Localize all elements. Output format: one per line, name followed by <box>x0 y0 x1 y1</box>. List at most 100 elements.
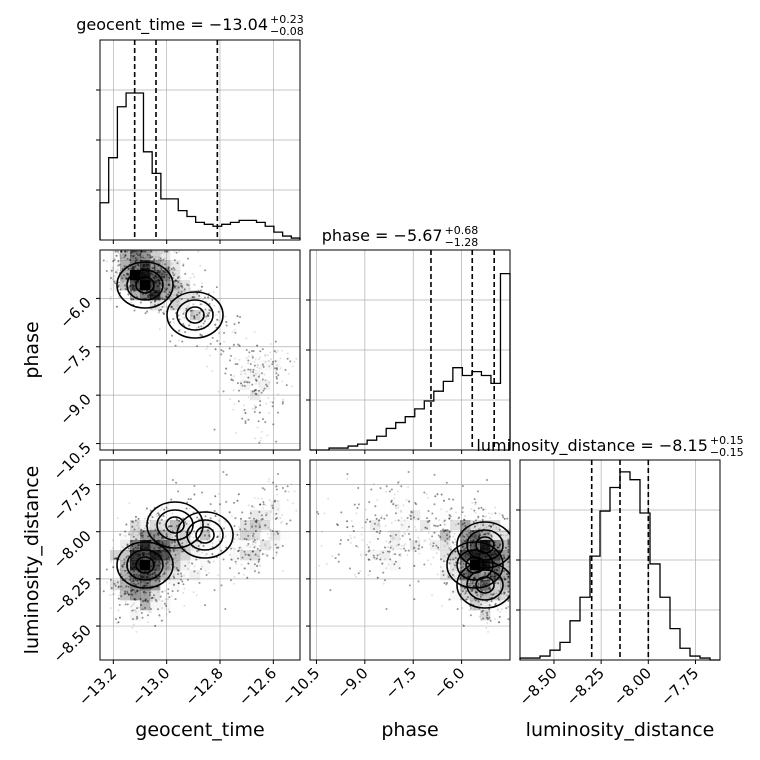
scatter-point <box>253 374 256 377</box>
scatter-point <box>247 368 250 371</box>
scatter-point <box>244 411 247 414</box>
scatter-point <box>139 301 142 304</box>
scatter-point <box>114 250 117 253</box>
scatter-point <box>179 285 182 288</box>
scatter-point <box>193 314 196 317</box>
scatter-point <box>117 264 120 267</box>
scatter-point <box>247 359 250 362</box>
scatter-point <box>196 292 199 295</box>
scatter-point <box>193 316 196 319</box>
scatter-point <box>232 344 235 347</box>
scatter-point <box>139 256 142 259</box>
scatter-point <box>134 257 137 260</box>
scatter-point <box>117 259 120 262</box>
scatter-point <box>176 262 179 265</box>
scatter-point <box>167 266 170 269</box>
scatter-point <box>238 344 241 347</box>
scatter-point <box>277 411 280 414</box>
scatter-point <box>172 266 175 269</box>
scatter-point <box>254 392 257 395</box>
scatter-point <box>222 390 225 393</box>
scatter-point <box>247 376 250 379</box>
scatter-point <box>232 379 235 382</box>
scatter-point <box>176 300 179 303</box>
scatter-point <box>134 260 137 263</box>
scatter-point <box>120 250 123 253</box>
scatter-point <box>118 263 121 266</box>
scatter-point <box>181 286 184 289</box>
scatter-point <box>154 268 157 271</box>
scatter-point <box>268 536 271 539</box>
scatter-point <box>230 374 233 377</box>
density-cell <box>160 280 171 291</box>
scatter-point <box>285 384 288 387</box>
scatter-point <box>132 255 135 258</box>
scatter-point <box>158 327 161 330</box>
scatter-point <box>251 390 254 393</box>
scatter-point <box>201 303 204 306</box>
density-cell <box>110 280 120 290</box>
scatter-point <box>225 320 228 323</box>
scatter-point <box>139 252 142 255</box>
scatter-point <box>258 441 261 444</box>
scatter-point <box>132 298 135 301</box>
scatter-point <box>271 363 274 366</box>
scatter-point <box>247 362 250 365</box>
scatter-point <box>166 266 169 269</box>
scatter-point <box>109 277 112 280</box>
scatter-point <box>215 286 218 289</box>
scatter-point <box>124 250 127 253</box>
scatter-point <box>182 322 185 325</box>
scatter-point <box>132 250 135 253</box>
density-cell <box>160 270 171 281</box>
scatter-point <box>126 272 129 275</box>
scatter-point <box>274 360 277 363</box>
scatter-point <box>158 258 161 261</box>
scatter-point <box>140 250 143 253</box>
scatter-point <box>237 343 240 346</box>
scatter-point <box>123 265 126 268</box>
scatter-point <box>185 307 188 310</box>
scatter-point <box>160 267 163 270</box>
scatter-point <box>247 376 250 379</box>
scatter-point <box>167 293 170 296</box>
scatter-point <box>273 349 276 352</box>
scatter-point <box>251 383 254 386</box>
scatter-point <box>167 283 170 286</box>
scatter-point <box>147 294 150 297</box>
scatter-point <box>246 381 249 384</box>
scatter-point <box>211 298 214 301</box>
scatter-point <box>163 250 166 253</box>
scatter-point <box>148 254 151 257</box>
scatter-point <box>172 317 175 320</box>
scatter-point <box>233 343 236 346</box>
scatter-point <box>130 251 133 254</box>
scatter-point <box>235 432 238 435</box>
scatter-point <box>181 284 184 287</box>
scatter-point <box>153 258 156 261</box>
scatter-point <box>143 250 146 253</box>
scatter-point <box>173 259 176 262</box>
scatter-point <box>211 336 214 339</box>
scatter-point <box>149 256 152 259</box>
scatter-point <box>126 273 129 276</box>
scatter-point <box>171 272 174 275</box>
scatter-point <box>171 272 174 275</box>
scatter-point <box>160 308 163 311</box>
scatter-point <box>132 267 135 270</box>
scatter-point <box>267 396 270 399</box>
scatter-point <box>199 333 202 336</box>
scatter-point <box>259 404 262 407</box>
density-cell <box>120 260 131 271</box>
scatter-point <box>167 283 170 286</box>
scatter-point <box>136 252 139 255</box>
scatter-point <box>130 254 133 257</box>
scatter-point <box>264 379 267 382</box>
scatter-point <box>181 340 184 343</box>
scatter-point <box>182 322 185 325</box>
histogram-geocent_time <box>99 92 301 240</box>
scatter-point <box>140 250 143 253</box>
scatter-point <box>258 411 261 414</box>
contour-line <box>166 291 224 339</box>
scatter-point <box>130 298 133 301</box>
